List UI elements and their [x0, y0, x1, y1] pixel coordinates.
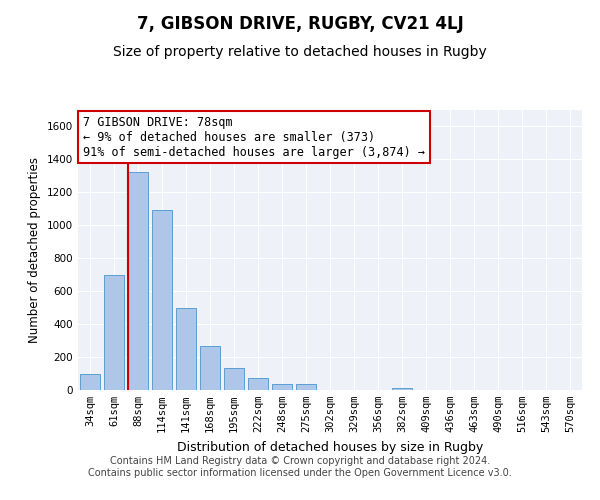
Bar: [272, 384, 292, 390]
Text: Size of property relative to detached houses in Rugby: Size of property relative to detached ho…: [113, 45, 487, 59]
Y-axis label: Number of detached properties: Number of detached properties: [28, 157, 41, 343]
Bar: [80, 374, 100, 390]
Bar: [224, 368, 244, 390]
Bar: [248, 378, 268, 390]
Bar: [176, 308, 196, 390]
Bar: [296, 384, 316, 390]
Bar: [200, 346, 220, 390]
Text: 7 GIBSON DRIVE: 78sqm
← 9% of detached houses are smaller (373)
91% of semi-deta: 7 GIBSON DRIVE: 78sqm ← 9% of detached h…: [83, 116, 425, 158]
X-axis label: Distribution of detached houses by size in Rugby: Distribution of detached houses by size …: [177, 440, 483, 454]
Text: Contains HM Land Registry data © Crown copyright and database right 2024.
Contai: Contains HM Land Registry data © Crown c…: [88, 456, 512, 477]
Bar: [128, 172, 148, 390]
Bar: [152, 210, 172, 390]
Text: 7, GIBSON DRIVE, RUGBY, CV21 4LJ: 7, GIBSON DRIVE, RUGBY, CV21 4LJ: [137, 15, 463, 33]
Bar: [104, 274, 124, 390]
Bar: [392, 388, 412, 390]
